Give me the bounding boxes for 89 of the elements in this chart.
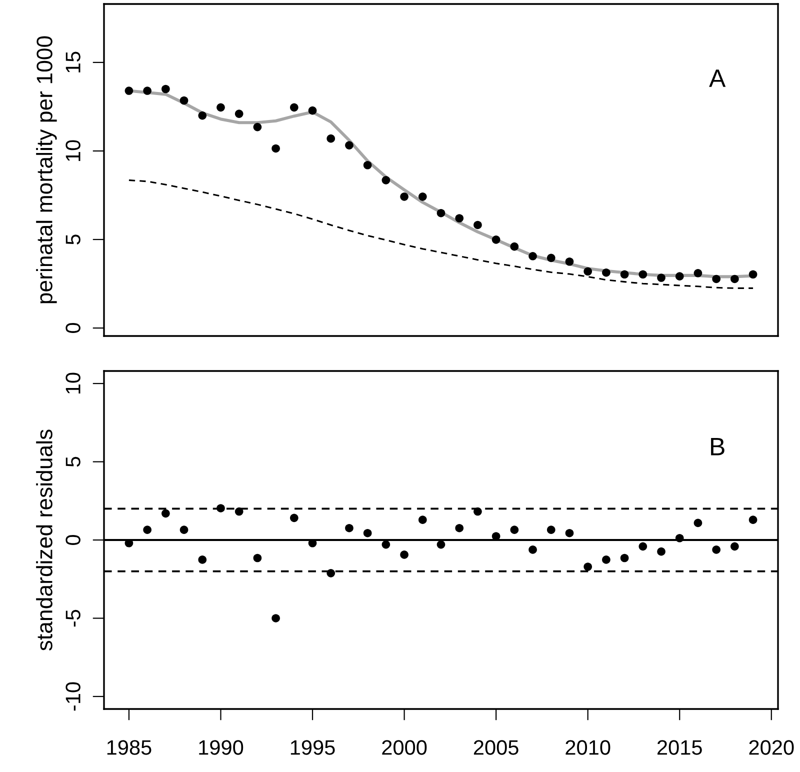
point — [455, 214, 464, 222]
point — [694, 268, 702, 278]
x-tick-label: 2000 — [382, 740, 427, 755]
point — [657, 547, 666, 556]
x-tick-label: 2010 — [566, 740, 610, 755]
y-tick-label: -10 — [66, 682, 80, 711]
point — [382, 176, 390, 184]
point — [584, 267, 592, 276]
point — [730, 542, 739, 551]
point — [584, 562, 592, 571]
point — [162, 84, 170, 94]
point — [363, 528, 372, 538]
point — [162, 509, 170, 518]
y-axis-title: standardized residuals — [36, 430, 52, 651]
point — [565, 528, 574, 538]
point — [253, 122, 262, 132]
point — [345, 524, 354, 532]
point — [143, 526, 152, 534]
y-tick-label: 5 — [66, 456, 80, 467]
y-tick-label: 5 — [66, 234, 80, 244]
y-tick-label: -5 — [66, 610, 80, 627]
y-tick-label: 15 — [66, 52, 80, 72]
x-tick-label: 1990 — [199, 740, 244, 755]
point — [234, 110, 244, 118]
point — [748, 516, 758, 524]
point — [326, 569, 336, 578]
point — [216, 504, 225, 512]
point — [382, 540, 390, 549]
x-tick-label: 2005 — [474, 740, 518, 755]
point — [198, 556, 207, 564]
annotation: B — [711, 438, 724, 456]
y-tick-label: 0 — [66, 323, 80, 334]
point — [272, 614, 280, 622]
y-tick-label: 10 — [66, 372, 80, 394]
line-series — [128, 179, 754, 289]
point — [216, 103, 225, 112]
point — [436, 208, 446, 218]
point — [638, 542, 648, 551]
point — [546, 254, 556, 262]
point — [565, 257, 574, 266]
point — [620, 270, 629, 279]
x-tick-label: 2015 — [657, 740, 702, 755]
point — [675, 272, 684, 280]
point — [180, 96, 188, 105]
point — [418, 192, 427, 201]
point — [345, 141, 354, 150]
point — [143, 86, 152, 95]
point — [748, 270, 758, 279]
point — [455, 524, 464, 532]
point — [180, 526, 188, 534]
point — [602, 556, 610, 564]
point — [400, 550, 408, 559]
point — [510, 242, 519, 251]
point — [272, 144, 280, 153]
point — [492, 236, 500, 244]
y-axis-title: perinatal mortality per 1000 — [36, 36, 57, 304]
point — [620, 554, 629, 562]
point — [124, 86, 134, 95]
point — [528, 252, 537, 260]
point — [546, 526, 556, 534]
point — [400, 192, 408, 201]
point — [308, 106, 317, 115]
point — [638, 270, 648, 279]
x-tick-label: 1985 — [107, 740, 152, 755]
point — [474, 507, 482, 516]
x-tick-label: 2020 — [749, 740, 794, 755]
y-tick-label: 0 — [66, 535, 80, 545]
point — [712, 546, 720, 554]
point — [253, 554, 262, 562]
point — [730, 274, 739, 284]
point — [290, 514, 298, 522]
point — [234, 507, 244, 516]
point — [675, 534, 684, 542]
point — [198, 111, 207, 120]
point — [436, 540, 446, 549]
point — [694, 518, 702, 528]
point — [510, 526, 519, 534]
point — [418, 516, 427, 524]
y-tick-label: 10 — [66, 140, 80, 161]
point — [657, 274, 666, 282]
point — [363, 160, 372, 170]
x-tick-label: 1995 — [290, 740, 335, 755]
annotation: A — [709, 70, 726, 87]
point — [712, 274, 720, 284]
point — [474, 220, 482, 230]
point — [602, 268, 610, 277]
point — [290, 103, 298, 112]
point — [326, 134, 336, 143]
point — [528, 546, 537, 554]
